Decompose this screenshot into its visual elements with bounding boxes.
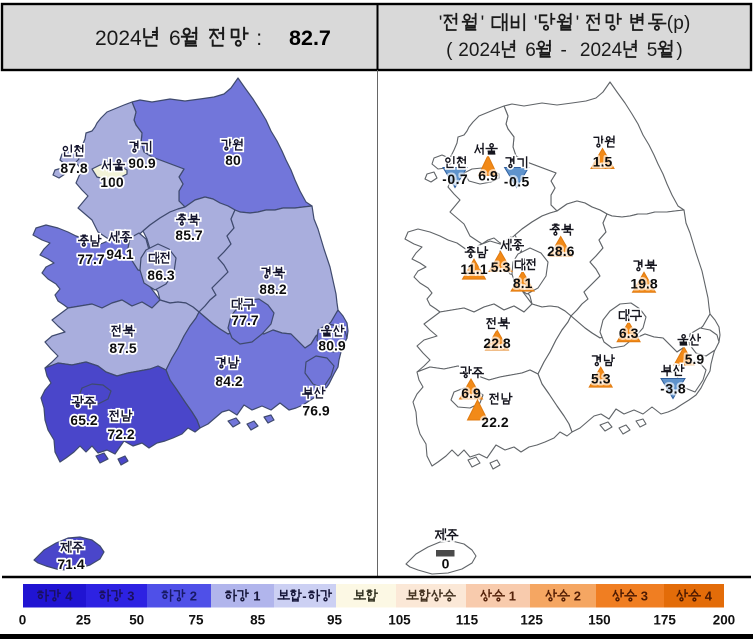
svg-text:175: 175 [653, 612, 676, 627]
svg-text:115: 115 [456, 612, 479, 627]
svg-text:': ' [534, 13, 538, 34]
svg-text:6.9: 6.9 [478, 168, 498, 184]
svg-text:4: 4 [65, 588, 73, 603]
svg-text:6.9: 6.9 [461, 385, 481, 401]
svg-text::: : [256, 27, 262, 50]
svg-text:28.6: 28.6 [547, 243, 575, 259]
svg-text:87.5: 87.5 [109, 340, 137, 356]
svg-text:0: 0 [442, 555, 450, 571]
svg-text:0: 0 [19, 612, 27, 627]
svg-text:3: 3 [127, 588, 134, 603]
svg-text:-3.8: -3.8 [660, 381, 686, 397]
svg-text:': ' [481, 13, 485, 34]
svg-text:1.5: 1.5 [593, 153, 613, 169]
svg-text:-: - [561, 40, 567, 61]
svg-text:25: 25 [76, 612, 91, 627]
svg-text:-0.7: -0.7 [442, 171, 468, 187]
svg-text:72.2: 72.2 [107, 426, 135, 442]
svg-text:5: 5 [647, 40, 658, 61]
svg-text:77.7: 77.7 [77, 251, 105, 267]
svg-text:11.1: 11.1 [460, 261, 488, 277]
svg-text:65.2: 65.2 [70, 412, 98, 428]
svg-text:6: 6 [525, 40, 536, 61]
svg-text:2024: 2024 [580, 40, 623, 61]
svg-text:80.9: 80.9 [318, 337, 346, 353]
svg-text:-: - [302, 588, 306, 603]
svg-text:2024: 2024 [95, 27, 142, 50]
svg-text:1: 1 [253, 588, 260, 603]
svg-text:22.2: 22.2 [481, 414, 509, 430]
svg-text:84.2: 84.2 [215, 373, 243, 389]
svg-text:1: 1 [509, 588, 516, 603]
svg-text:85: 85 [250, 612, 265, 627]
svg-text:5.9: 5.9 [685, 351, 705, 367]
svg-text:94.1: 94.1 [106, 246, 134, 262]
svg-text:2: 2 [574, 588, 581, 603]
svg-text:5.3: 5.3 [491, 259, 511, 275]
svg-text:(: ( [446, 40, 453, 61]
svg-text:-0.5: -0.5 [504, 174, 530, 190]
svg-text:4: 4 [705, 588, 713, 603]
svg-text:95: 95 [327, 612, 342, 627]
svg-text:85.7: 85.7 [175, 227, 203, 243]
svg-text:87.8: 87.8 [60, 160, 88, 176]
svg-text:86.3: 86.3 [147, 267, 175, 283]
svg-text:(p): (p) [667, 13, 691, 34]
svg-text:82.7: 82.7 [289, 26, 331, 50]
svg-text:50: 50 [129, 612, 144, 627]
svg-text:3: 3 [641, 588, 648, 603]
svg-text:76.9: 76.9 [302, 402, 330, 418]
svg-text:19.8: 19.8 [630, 276, 658, 292]
svg-text:100: 100 [100, 174, 124, 190]
svg-text:125: 125 [520, 612, 543, 627]
svg-text:': ' [439, 13, 443, 34]
svg-text:6: 6 [169, 27, 181, 50]
svg-text:2: 2 [190, 588, 197, 603]
svg-text:77.7: 77.7 [231, 312, 259, 328]
svg-text:22.8: 22.8 [483, 335, 511, 351]
svg-text:71.4: 71.4 [57, 556, 85, 572]
svg-text:75: 75 [189, 612, 204, 627]
svg-text:): ) [676, 40, 682, 61]
svg-text:88.2: 88.2 [259, 281, 287, 297]
svg-text:105: 105 [388, 612, 411, 627]
svg-text:8.1: 8.1 [513, 275, 533, 291]
svg-text:2024: 2024 [458, 40, 501, 61]
svg-text:80: 80 [225, 152, 241, 168]
svg-text:5.3: 5.3 [591, 371, 611, 387]
svg-text:200: 200 [713, 612, 736, 627]
svg-text:': ' [576, 13, 580, 34]
svg-text:90.9: 90.9 [128, 155, 156, 171]
svg-text:150: 150 [588, 612, 611, 627]
svg-text:6.3: 6.3 [619, 325, 639, 341]
